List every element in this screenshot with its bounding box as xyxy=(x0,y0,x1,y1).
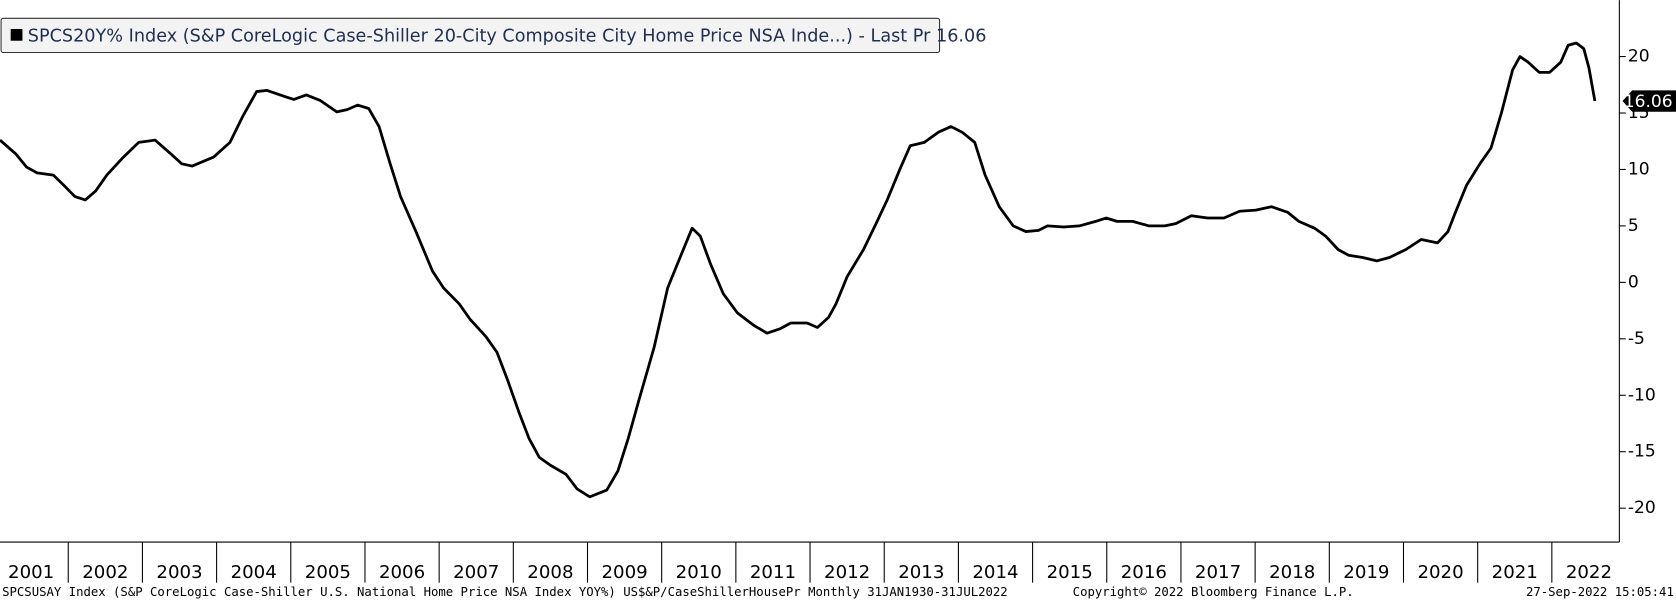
x-tick-label: 2010 xyxy=(676,562,722,583)
x-tick-label: 2019 xyxy=(1343,562,1389,583)
x-tick-label: 2009 xyxy=(601,562,647,583)
y-tick-label: 10 xyxy=(1628,159,1650,179)
y-tick-label: -15 xyxy=(1628,442,1656,462)
footer-timestamp: 27-Sep-2022 15:05:41 xyxy=(1526,585,1674,599)
x-tick-label: 2021 xyxy=(1492,562,1538,583)
x-tick-label: 2011 xyxy=(750,562,796,583)
x-tick-label: 2003 xyxy=(156,562,202,583)
y-tick-label: -20 xyxy=(1628,498,1656,518)
x-tick-label: 2004 xyxy=(231,562,277,583)
legend-label: SPCS20Y% Index (S&P CoreLogic Case-Shill… xyxy=(28,26,987,46)
x-tick-label: 2014 xyxy=(972,562,1018,583)
y-tick-label: 20 xyxy=(1628,47,1650,67)
y-tick-label: -5 xyxy=(1628,329,1645,349)
last-value-tag xyxy=(1622,90,1676,112)
footer-copyright: Copyright© 2022 Bloomberg Finance L.P. xyxy=(1073,585,1354,599)
x-tick-label: 2006 xyxy=(379,562,425,583)
x-tick-label: 2002 xyxy=(82,562,128,583)
legend-swatch xyxy=(10,28,23,41)
legend: SPCS20Y% Index (S&P CoreLogic Case-Shill… xyxy=(0,17,987,54)
y-tick-label: 5 xyxy=(1628,216,1639,236)
x-tick-label: 2001 xyxy=(8,562,54,583)
x-tick-label: 2005 xyxy=(305,562,351,583)
x-tick-label: 2018 xyxy=(1269,562,1315,583)
x-tick-label: 2012 xyxy=(824,562,870,583)
x-tick-label: 2008 xyxy=(527,562,573,583)
x-tick-label: 2007 xyxy=(453,562,499,583)
x-tick-label: 2016 xyxy=(1121,562,1167,583)
x-tick-label: 2020 xyxy=(1417,562,1463,583)
x-tick-label: 2013 xyxy=(898,562,944,583)
series-line xyxy=(0,41,1597,499)
x-tick-label: 2022 xyxy=(1566,562,1612,583)
x-tick-label: 2017 xyxy=(1195,562,1241,583)
x-tick-label: 2015 xyxy=(1047,562,1093,583)
last-value-label: 16.06 xyxy=(1624,92,1673,112)
y-tick-label: -10 xyxy=(1628,385,1656,405)
footer-source: SPCSUSAY Index (S&P CoreLogic Case-Shill… xyxy=(2,585,1008,599)
y-tick-label: 0 xyxy=(1628,272,1639,292)
legend-box xyxy=(0,17,941,54)
